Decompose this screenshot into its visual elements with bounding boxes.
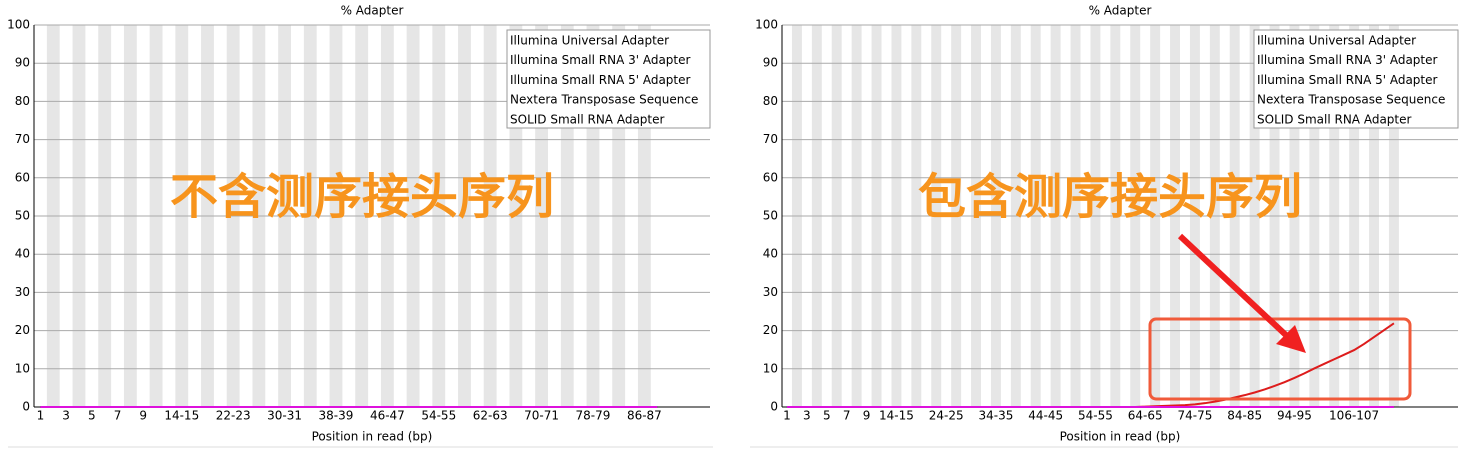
x-axis-label: Position in read (bp) — [312, 430, 433, 444]
legend-entry: Illumina Small RNA 5' Adapter — [510, 73, 691, 87]
x-tick-label: 94-95 — [1277, 409, 1312, 423]
chart-title: % Adapter — [1089, 4, 1152, 18]
y-tick-label: 20 — [15, 323, 30, 337]
legend-entry: SOLID Small RNA Adapter — [1257, 112, 1411, 126]
x-tick-label: 14-15 — [164, 409, 199, 423]
x-tick-label: 62-63 — [473, 409, 508, 423]
annotation: 包含测序接头序列 — [918, 169, 1302, 225]
legend-box — [1253, 29, 1459, 129]
x-tick-label: 70-71 — [524, 409, 559, 423]
x-tick-label: 54-55 — [1078, 409, 1113, 423]
annotation: 不含测序接头序列 — [170, 169, 554, 225]
x-tick-label: 24-25 — [929, 409, 964, 423]
y-tick-label: 70 — [763, 132, 778, 146]
legend-entry: Illumina Universal Adapter — [510, 34, 669, 48]
x-tick-label: 7 — [114, 409, 122, 423]
y-tick-label: 0 — [770, 400, 778, 414]
x-tick-label: 1 — [783, 409, 791, 423]
x-axis-label: Position in read (bp) — [1060, 430, 1181, 444]
y-tick-label: 90 — [15, 56, 30, 70]
x-tick-label: 5 — [823, 409, 831, 423]
x-tick-label: 64-65 — [1128, 409, 1163, 423]
legend-entry: Illumina Small RNA 3' Adapter — [510, 53, 691, 67]
y-tick-label: 30 — [763, 285, 778, 299]
highlight-box — [1148, 317, 1412, 401]
y-tick-label: 40 — [763, 247, 778, 261]
x-tick-label: 1 — [37, 409, 45, 423]
highlight — [1148, 233, 1412, 401]
x-tick-label: 46-47 — [370, 409, 405, 423]
legend-entry: Nextera Transposase Sequence — [510, 93, 698, 107]
legend-entry: Illumina Small RNA 5' Adapter — [1257, 73, 1438, 87]
x-tick-label: 14-15 — [879, 409, 914, 423]
y-tick-label: 10 — [763, 361, 778, 375]
y-tick-label: 20 — [763, 323, 778, 337]
x-tick-label: 44-45 — [1028, 409, 1063, 423]
y-tick-label: 10 — [15, 361, 30, 375]
legend-entry: Nextera Transposase Sequence — [1257, 93, 1445, 107]
y-tick-label: 80 — [763, 94, 778, 108]
x-tick-label: 9 — [863, 409, 871, 423]
legend-box — [506, 29, 711, 129]
y-tick-label: 40 — [15, 247, 30, 261]
arrow — [1177, 233, 1291, 340]
x-tick-label: 5 — [88, 409, 96, 423]
x-tick-label: 7 — [843, 409, 851, 423]
y-tick-label: 50 — [763, 209, 778, 223]
x-tick-label: 54-55 — [421, 409, 456, 423]
x-tick-label: 86-87 — [627, 409, 662, 423]
x-tick-label: 34-35 — [978, 409, 1013, 423]
x-tick-label: 30-31 — [267, 409, 302, 423]
y-tick-label: 100 — [7, 18, 30, 32]
x-tick-label: 74-75 — [1177, 409, 1212, 423]
x-tick-label: 38-39 — [319, 409, 354, 423]
y-tick-label: 60 — [763, 170, 778, 184]
legend-entry: Illumina Small RNA 3' Adapter — [1257, 53, 1438, 67]
x-tick-label: 3 — [803, 409, 811, 423]
y-tick-label: 80 — [15, 94, 30, 108]
y-tick-label: 50 — [15, 209, 30, 223]
x-tick-label: 3 — [62, 409, 70, 423]
y-tick-label: 30 — [15, 285, 30, 299]
y-tick-label: 70 — [15, 132, 30, 146]
y-tick-label: 60 — [15, 170, 30, 184]
chart-title: % Adapter — [341, 4, 404, 18]
legend-entry: SOLID Small RNA Adapter — [510, 112, 664, 126]
y-tick-label: 0 — [22, 400, 30, 414]
x-tick-label: 84-85 — [1227, 409, 1262, 423]
y-tick-label: 100 — [755, 18, 778, 32]
arrow-head — [1276, 325, 1306, 353]
x-tick-label: 22-23 — [216, 409, 251, 423]
x-tick-label: 9 — [139, 409, 147, 423]
y-tick-label: 90 — [763, 56, 778, 70]
x-tick-label: 78-79 — [576, 409, 611, 423]
legend-entry: Illumina Universal Adapter — [1257, 34, 1416, 48]
x-tick-label: 106-107 — [1329, 409, 1379, 423]
